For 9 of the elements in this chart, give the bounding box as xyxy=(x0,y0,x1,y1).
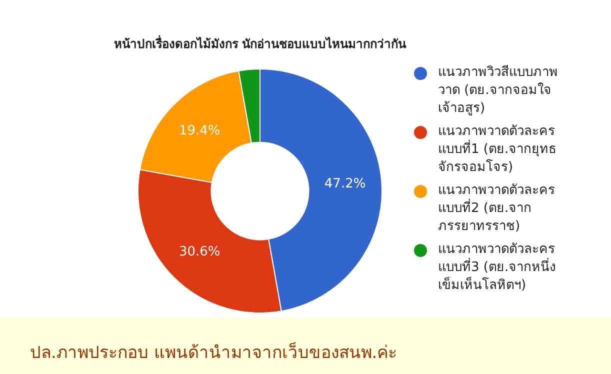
data-label: 47.2% xyxy=(324,176,366,192)
data-label: 30.6% xyxy=(178,244,220,260)
legend-label: แนวภาพวาดตัวละครแบบที่2 (ตย.จากภรรยาทรราช) xyxy=(438,183,555,234)
legend-label: แนวภาพวาดตัวละครแบบที่3 (ตย.จากหนึ่งเข็มเห็นโลหิตฯ) xyxy=(438,242,556,293)
data-label: 19.4% xyxy=(178,124,220,139)
legend-label: แนวภาพวิวสีแบบภาพวาด (ตย.จากจอมใจเจ้าอสูร) xyxy=(438,65,558,116)
text: ปล.ภาพประกอบ แพนด้านำมาจากเว็บของสนพ.ค่ะ xyxy=(30,341,398,365)
chart-title: หน้าปกเรื่องดอกไม้มังกร นักอ่านชอบแบบไหนมากกว่ากัน xyxy=(112,34,408,53)
legend-label: แนวภาพวาดตัวละครแบบที่1 (ตย.จากยุทธจักรจอมโจร) xyxy=(438,124,557,175)
